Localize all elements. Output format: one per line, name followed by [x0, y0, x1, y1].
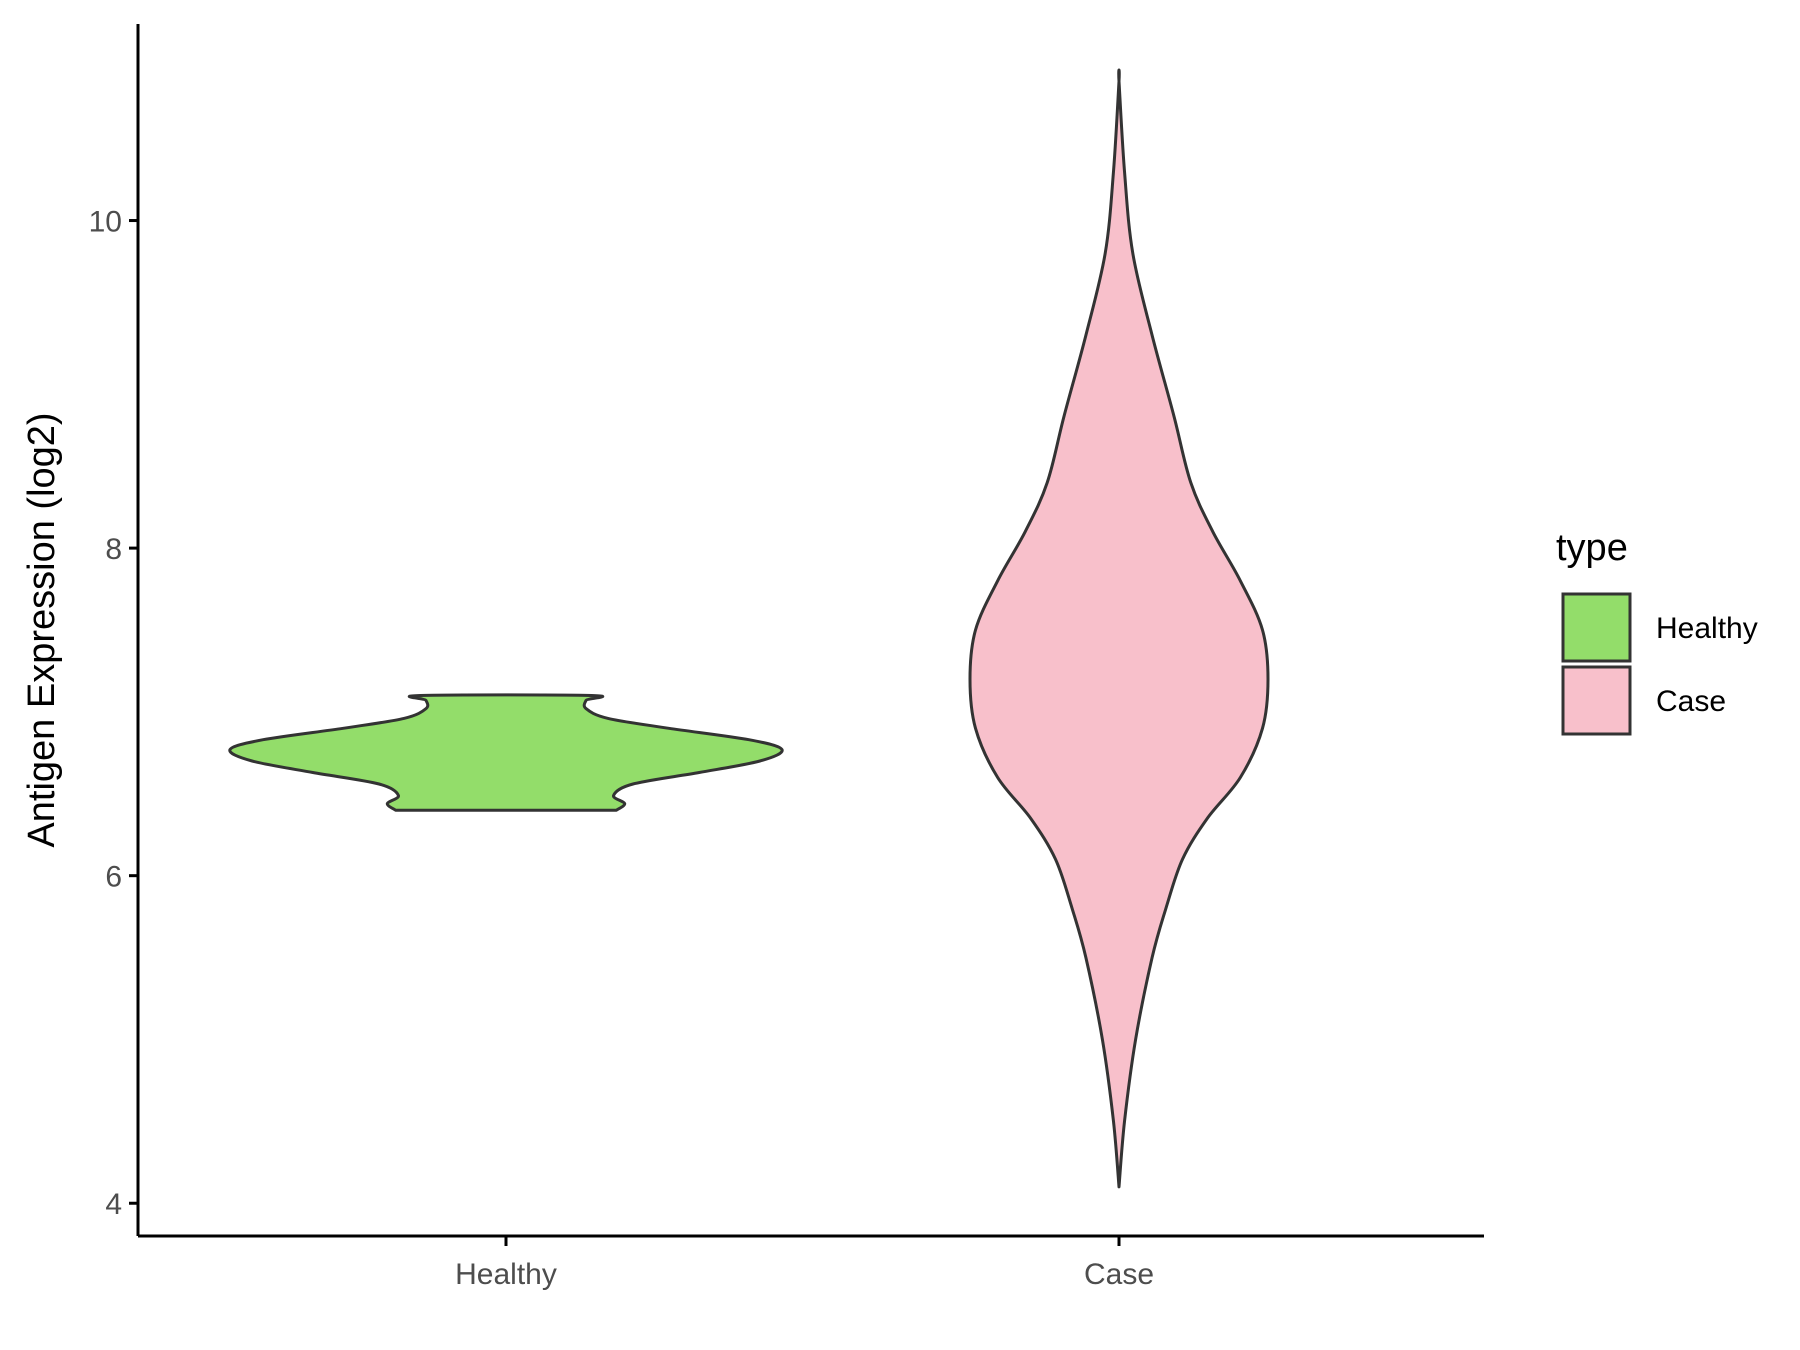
legend-swatch-healthy — [1561, 592, 1632, 663]
legend-title: type — [1556, 527, 1628, 569]
legend-label-healthy: Healthy — [1656, 612, 1758, 645]
legend: type Healthy Case — [1556, 527, 1758, 736]
y-tick-label: 10 — [89, 206, 122, 239]
x-tick-label: Case — [1084, 1258, 1154, 1291]
legend-label-case: Case — [1656, 685, 1726, 718]
y-ticks: 4 6 8 10 — [89, 206, 138, 1221]
violins — [228, 68, 1270, 1189]
y-tick-label: 4 — [105, 1188, 122, 1221]
legend-swatch-case — [1561, 665, 1632, 736]
violin-case — [968, 68, 1270, 1189]
y-tick-label: 8 — [105, 533, 122, 566]
y-tick-label: 6 — [105, 861, 122, 894]
violin-healthy — [228, 693, 784, 812]
y-axis-title: Antigen Expression (log2) — [21, 412, 63, 847]
x-tick-label: Healthy — [455, 1258, 557, 1291]
x-ticks: Healthy Case — [455, 1236, 1154, 1291]
